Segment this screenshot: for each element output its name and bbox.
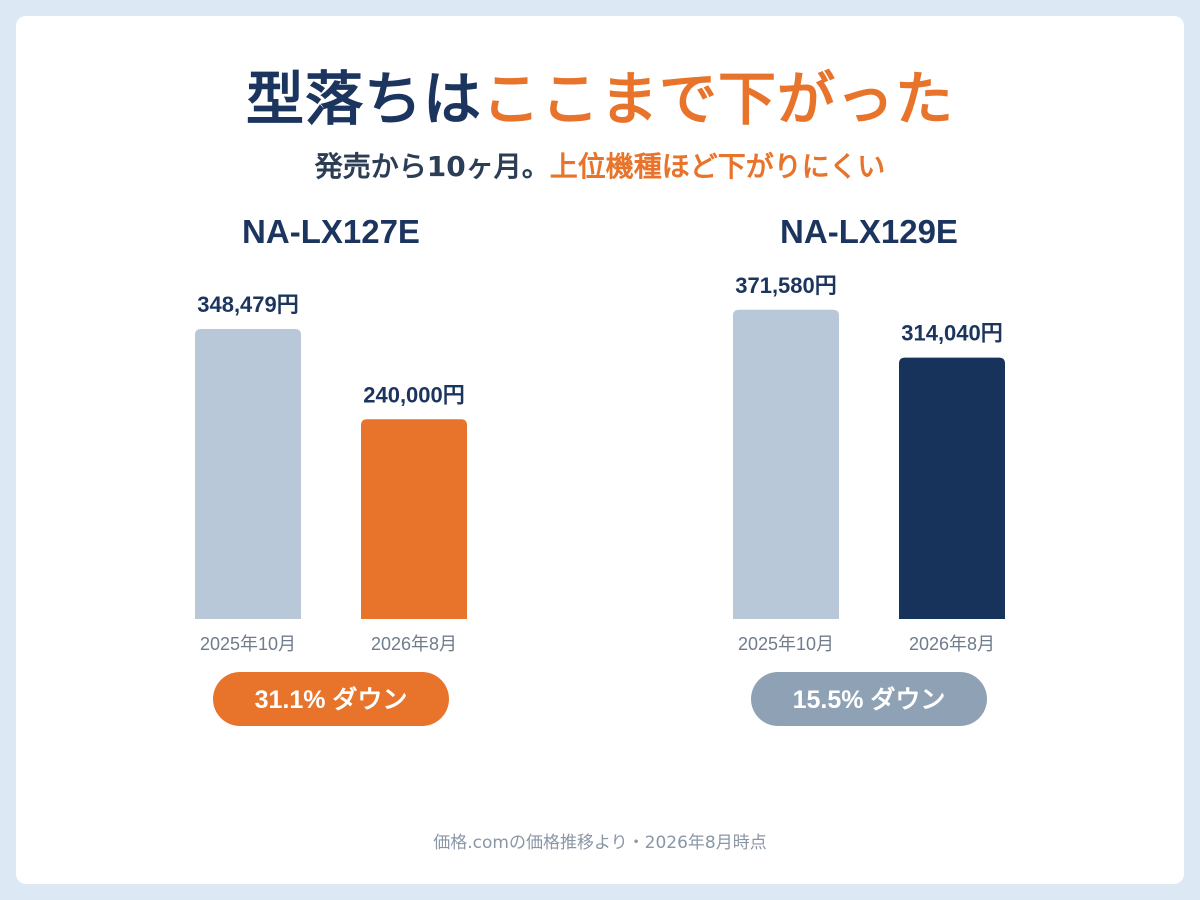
title-part-1: 型落ちは <box>245 65 482 133</box>
bar <box>733 309 839 619</box>
x-tick-label: 2025年10月 <box>200 634 296 654</box>
data-label: 314,040円 <box>901 321 1003 346</box>
x-tick-label: 2026年8月 <box>909 634 995 654</box>
bar <box>899 357 1005 619</box>
reduction-badge-label: 15.5% ダウン <box>793 685 946 714</box>
subtitle-part-2: 上位機種ほど下がりにくい <box>549 150 886 183</box>
title-part-2: ここまで下がった <box>482 65 955 133</box>
page-title: 型落ちはここまで下がった <box>0 52 1200 136</box>
x-tick-label: 2026年8月 <box>371 634 457 654</box>
reduction-badge <box>213 672 449 726</box>
data-label: 240,000円 <box>363 382 465 407</box>
data-label: 348,479円 <box>197 292 299 317</box>
reduction-badge-label: 31.1% ダウン <box>255 685 408 714</box>
page-subtitle: 発売から10ヶ月。上位機種ほど下がりにくい <box>0 145 1200 185</box>
reduction-badge <box>751 672 987 726</box>
bar <box>361 419 467 619</box>
source-note: 価格.comの価格推移より・2026年8月時点 <box>433 833 767 853</box>
chart-title: NA-LX129E <box>780 213 958 250</box>
subtitle-part-1: 発売から10ヶ月。 <box>314 150 550 183</box>
data-label: 371,580円 <box>735 273 837 298</box>
bar <box>195 329 301 619</box>
x-tick-label: 2025年10月 <box>738 634 834 654</box>
chart-title: NA-LX127E <box>242 213 420 250</box>
